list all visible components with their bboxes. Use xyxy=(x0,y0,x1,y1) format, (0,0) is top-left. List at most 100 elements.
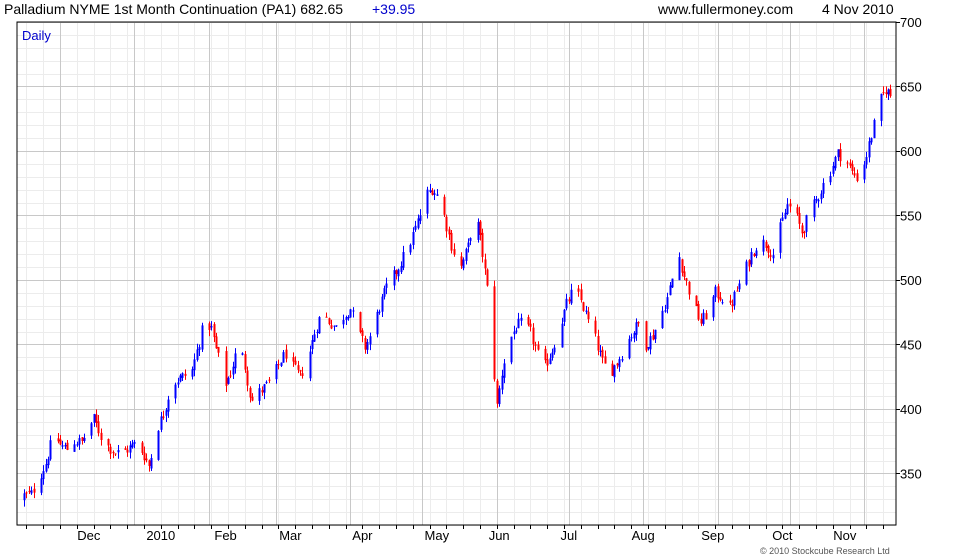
candle-body xyxy=(633,333,636,339)
candle-body xyxy=(265,381,268,383)
candle-body xyxy=(349,309,352,318)
y-tick-label: 650 xyxy=(900,79,922,94)
candle-body xyxy=(700,318,703,324)
candle-body xyxy=(124,448,127,450)
candle-body xyxy=(181,373,184,378)
candle-body xyxy=(177,382,180,385)
candle-body xyxy=(549,358,552,365)
chart-header: Palladium NYME 1st Month Continuation (P… xyxy=(0,0,900,18)
candle-body xyxy=(57,438,60,442)
candle-body xyxy=(553,347,556,353)
candle-body xyxy=(501,375,504,390)
candle-body xyxy=(258,388,261,401)
candle-body xyxy=(829,175,832,183)
y-tick-label: 350 xyxy=(900,466,922,481)
candle-body xyxy=(469,238,472,241)
candle-body xyxy=(208,323,211,330)
candle-body xyxy=(23,493,26,501)
candle-body xyxy=(781,217,784,221)
candle-body xyxy=(834,157,837,169)
candle-body xyxy=(628,338,631,359)
candle-body xyxy=(585,310,588,312)
candle-body xyxy=(846,162,849,164)
x-tick-label: Dec xyxy=(77,528,101,543)
candle-body xyxy=(311,340,314,350)
candle-body xyxy=(604,356,607,364)
candle-body xyxy=(414,225,417,230)
candle-body xyxy=(201,325,204,350)
candle-body xyxy=(383,288,386,297)
candle-body xyxy=(717,286,720,299)
candle-body xyxy=(133,441,136,444)
candle-body xyxy=(47,459,50,466)
candle-body xyxy=(93,414,96,423)
y-tick-label: 700 xyxy=(900,15,922,30)
candle-body xyxy=(779,222,782,253)
candle-body xyxy=(275,364,278,380)
candle-body xyxy=(419,215,422,221)
candle-body xyxy=(765,241,768,248)
candle-body xyxy=(359,312,362,332)
candle-body xyxy=(217,347,220,353)
candle-body xyxy=(193,359,196,371)
candle-body xyxy=(887,89,890,95)
candle-body xyxy=(565,298,568,309)
candle-body xyxy=(45,464,48,472)
candle-body xyxy=(681,259,684,273)
candle-body xyxy=(493,286,496,380)
candle-body xyxy=(611,363,614,376)
candle-body xyxy=(215,336,218,349)
y-tick-label: 450 xyxy=(900,337,922,352)
x-axis: Dec 2010 Feb Mar Apr May Jun Jul Aug Sep Oct Nov xyxy=(26,525,884,543)
candle-body xyxy=(76,444,79,446)
candle-body xyxy=(870,138,873,143)
candle-body xyxy=(616,363,619,366)
candle-body xyxy=(685,278,688,281)
candle-body xyxy=(402,252,405,268)
candle-body xyxy=(179,375,182,382)
y-tick-label: 500 xyxy=(900,273,922,288)
candle-body xyxy=(599,350,602,352)
period-label: Daily xyxy=(22,28,51,43)
candle-body xyxy=(517,318,520,329)
candle-body xyxy=(772,255,775,259)
candle-body xyxy=(174,384,177,399)
candle-body xyxy=(880,93,883,121)
candle-body xyxy=(762,239,765,252)
candle-body xyxy=(97,421,100,434)
candle-body xyxy=(59,439,62,445)
candle-body xyxy=(529,323,532,327)
candle-body xyxy=(225,351,228,386)
candle-body xyxy=(669,285,672,296)
candle-body xyxy=(198,347,201,350)
candle-body xyxy=(30,490,33,494)
candle-body xyxy=(143,452,146,461)
candle-body xyxy=(597,335,600,351)
candle-body xyxy=(731,304,734,307)
candle-body xyxy=(789,203,792,207)
candle-body xyxy=(268,379,271,381)
candle-body xyxy=(798,212,801,224)
candle-body xyxy=(167,399,170,412)
candle-body xyxy=(561,323,564,348)
candle-body xyxy=(868,141,871,158)
candle-body xyxy=(510,336,513,363)
candle-body xyxy=(671,278,674,288)
copyright-notice: © 2010 Stockcube Research Ltd xyxy=(760,546,890,556)
candle-body xyxy=(400,266,403,273)
candle-body xyxy=(316,332,319,334)
candle-body xyxy=(796,207,799,214)
price-change: +39.95 xyxy=(372,1,416,17)
candle-body xyxy=(467,242,470,248)
candle-body xyxy=(227,377,230,384)
candle-body xyxy=(433,193,436,195)
candle-body xyxy=(683,271,686,277)
candle-body xyxy=(301,373,304,376)
candle-body xyxy=(246,370,249,386)
candle-body xyxy=(534,344,537,346)
candle-body xyxy=(232,366,235,375)
candle-body xyxy=(292,357,295,362)
x-tick-label: Nov xyxy=(833,528,857,543)
candle-body xyxy=(784,212,787,219)
website-label: www.fullermoney.com xyxy=(658,1,794,17)
